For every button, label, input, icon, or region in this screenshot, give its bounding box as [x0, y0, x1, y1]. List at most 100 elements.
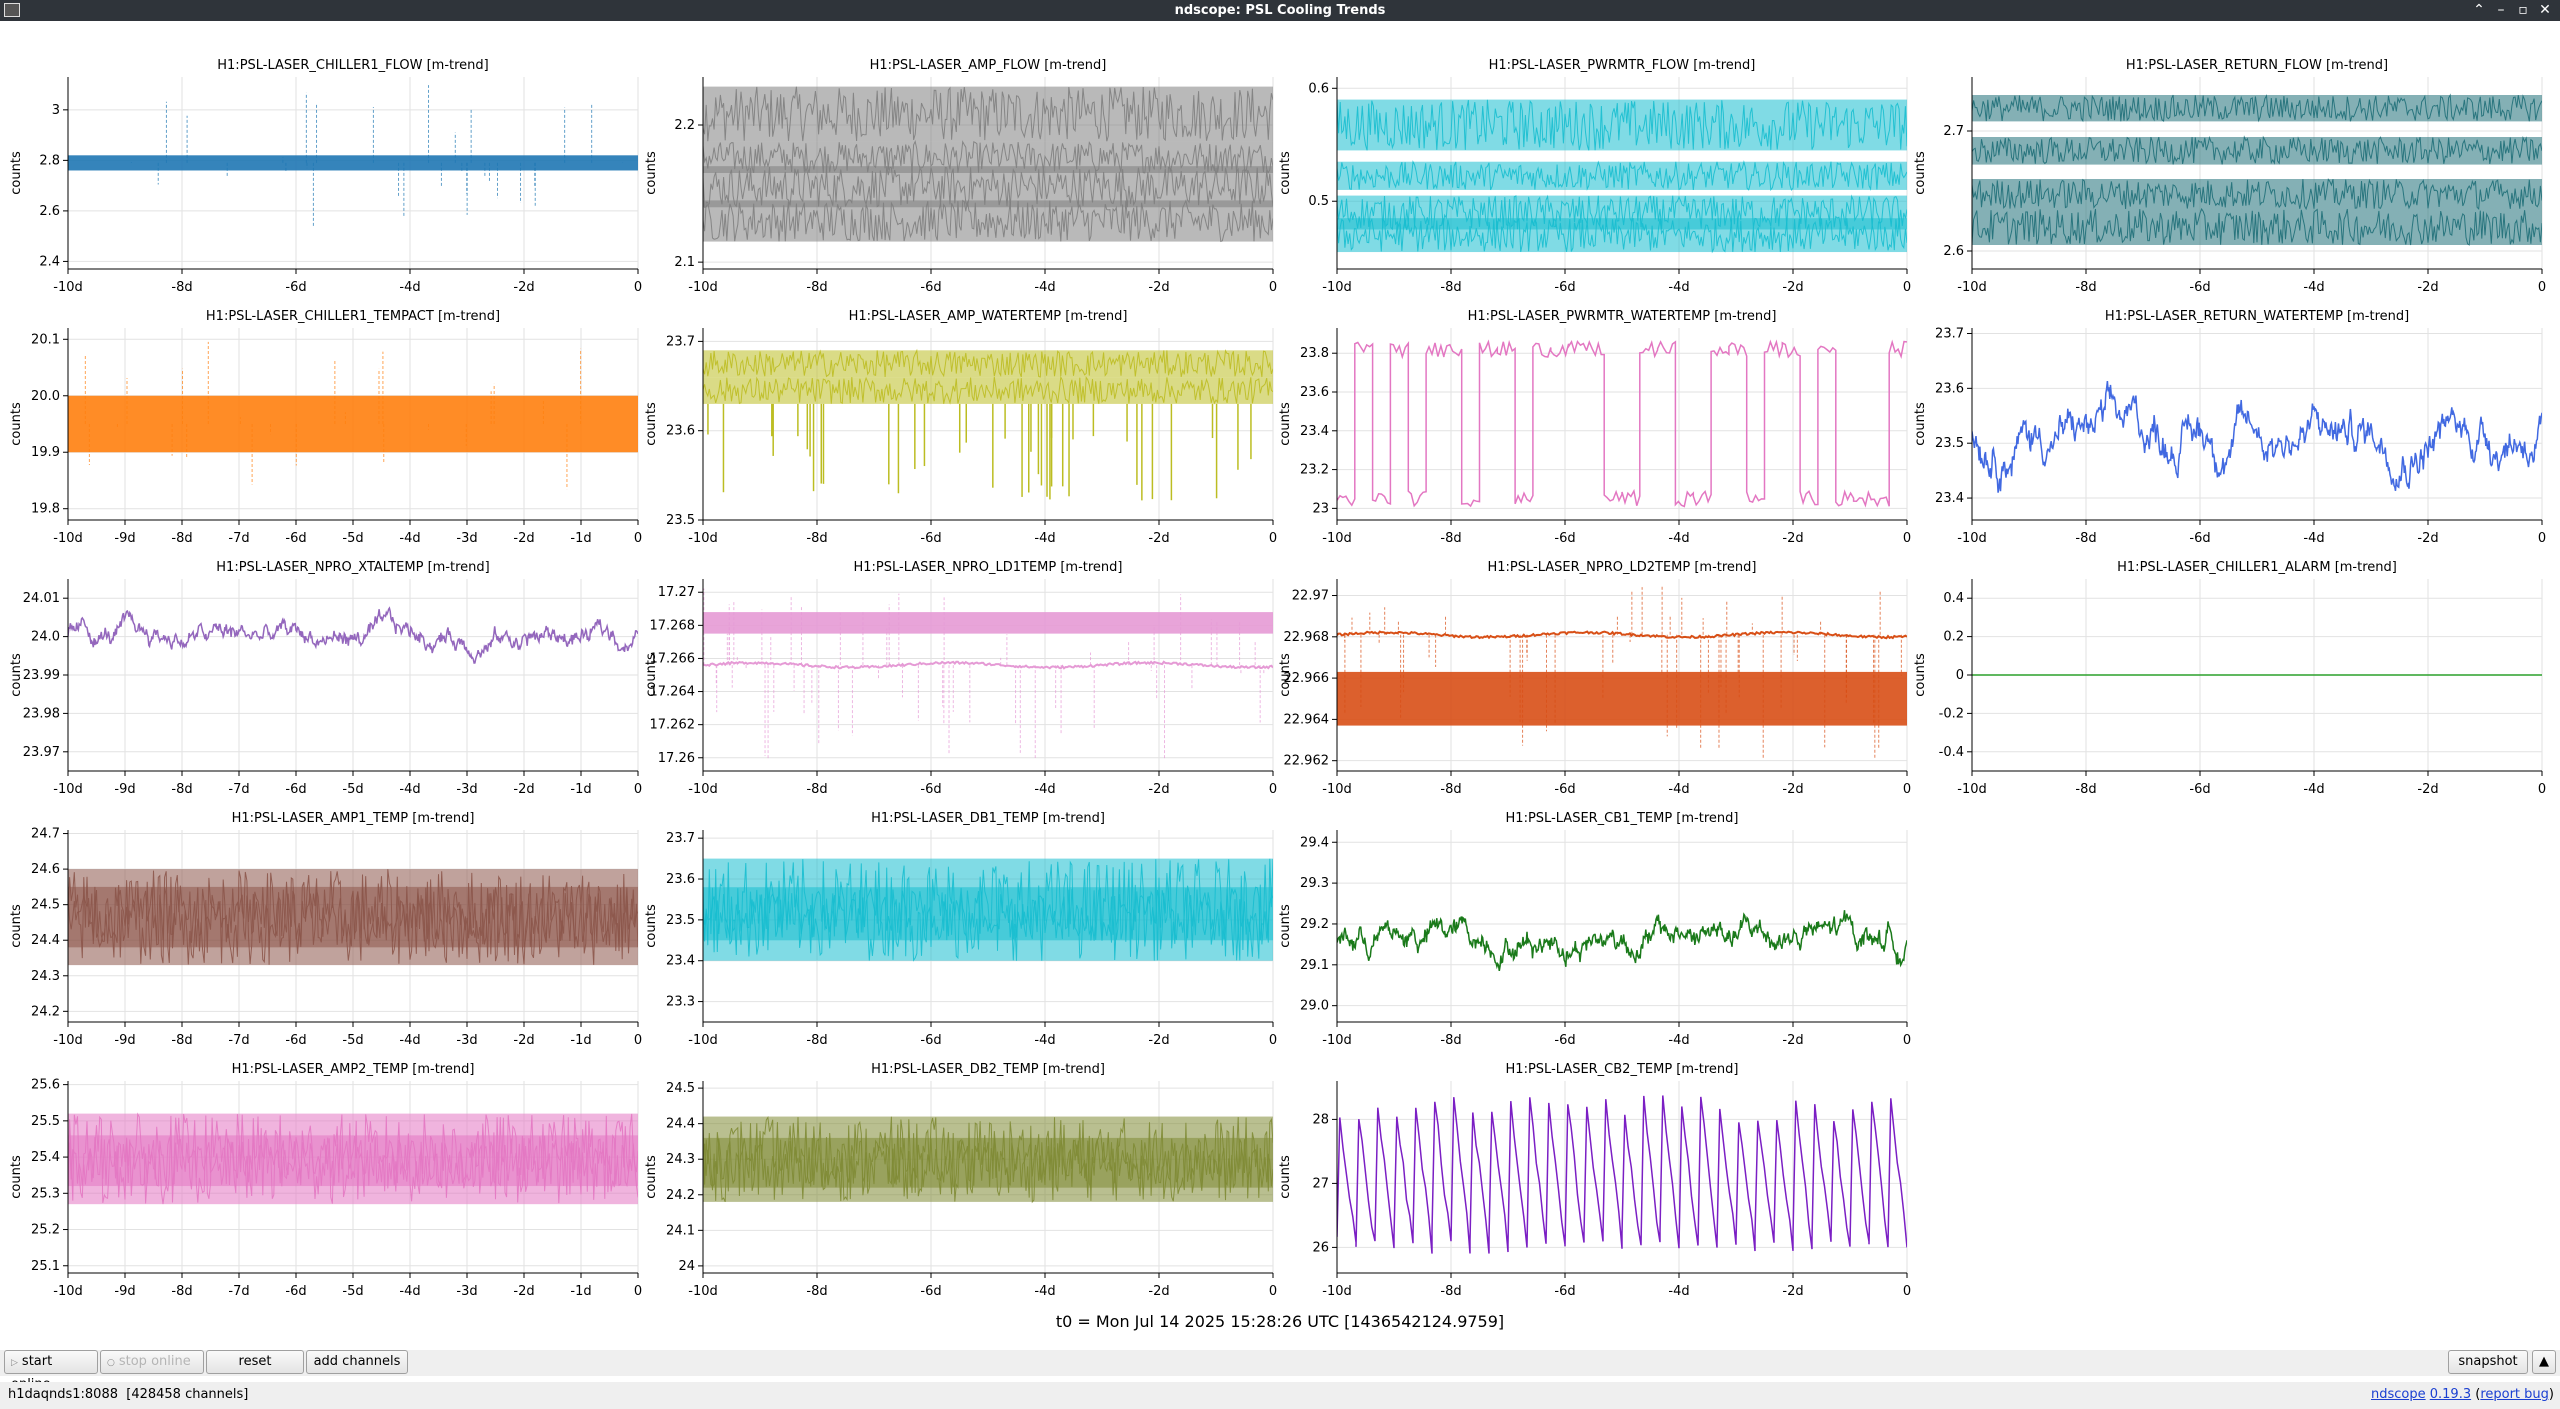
x-tick-label: 0: [1903, 782, 1911, 797]
close-icon[interactable]: ✕: [2539, 2, 2551, 18]
app-name-link[interactable]: ndscope: [2370, 1387, 2426, 1402]
x-tick-label: -7d: [228, 531, 249, 546]
x-tick-label: -2d: [513, 280, 534, 295]
plot-grid[interactable]: H1:PSL-LASER_CHILLER1_FLOW [m-trend] coun…: [0, 21, 2560, 1350]
y-tick-label: 24.0: [31, 630, 60, 645]
y-tick-label: 22.964: [1284, 712, 1330, 727]
y-tick-label: 0.4: [1943, 591, 1964, 606]
x-tick-label: -4d: [1668, 1284, 1689, 1299]
y-tick-label: 24.4: [31, 933, 60, 948]
y-tick-label: 24.2: [666, 1188, 695, 1203]
plot-panel: H1:PSL-LASER_NPRO_LD1TEMP [m-trend] count…: [644, 560, 1277, 797]
y-tick-label: 28: [1312, 1112, 1329, 1127]
report-bug-link[interactable]: report bug: [2480, 1387, 2549, 1402]
y-tick-label: 23.4: [1300, 424, 1329, 439]
x-tick-label: -3d: [456, 1033, 477, 1048]
y-tick-label: 23.4: [1935, 491, 1964, 506]
x-tick-label: -4d: [399, 782, 420, 797]
plot-panel: H1:PSL-LASER_AMP_WATERTEMP [m-trend] coun…: [644, 309, 1277, 546]
minimize-icon[interactable]: –: [2497, 2, 2505, 18]
plot-title: H1:PSL-LASER_DB1_TEMP [m-trend]: [871, 811, 1105, 826]
x-tick-label: -1d: [570, 1033, 591, 1048]
x-tick-label: -8d: [806, 1284, 827, 1299]
y-tick-label: 17.262: [650, 718, 696, 733]
y-axis-label: counts: [1278, 1155, 1293, 1199]
x-tick-label: -6d: [1554, 1033, 1575, 1048]
x-tick-label: -10d: [688, 782, 718, 797]
reset-button[interactable]: reset: [206, 1350, 304, 1374]
x-tick-label: -4d: [2303, 782, 2324, 797]
x-tick-label: 0: [634, 1033, 642, 1048]
trace-band: [68, 1135, 638, 1187]
nds-server: h1daqnds1:8088: [8, 1387, 118, 1402]
series-trace: [1337, 1095, 1907, 1254]
x-tick-label: -1d: [570, 782, 591, 797]
x-tick-label: -6d: [920, 280, 941, 295]
y-tick-label: 24.1: [666, 1223, 695, 1238]
x-tick-label: 0: [2538, 531, 2546, 546]
x-tick-label: -10d: [1957, 531, 1987, 546]
x-tick-label: -3d: [456, 782, 477, 797]
expand-triangle-icon[interactable]: ▲: [2532, 1350, 2556, 1374]
trace-line: [68, 606, 638, 664]
x-tick-label: -6d: [920, 531, 941, 546]
trace-line: [1337, 217, 1907, 254]
y-tick-label: 19.8: [31, 502, 60, 517]
version-link[interactable]: 0.19.3: [2429, 1387, 2472, 1402]
x-tick-label: -6d: [285, 531, 306, 546]
snapshot-button[interactable]: snapshot: [2448, 1350, 2528, 1374]
x-tick-label: -6d: [2189, 782, 2210, 797]
x-tick-label: -7d: [228, 1033, 249, 1048]
start-online-button[interactable]: ▷start online: [4, 1350, 98, 1392]
x-tick-label: -10d: [53, 280, 83, 295]
x-tick-label: -10d: [688, 1033, 718, 1048]
add-channels-button[interactable]: add channels: [306, 1350, 408, 1374]
x-tick-label: -8d: [171, 1284, 192, 1299]
x-tick-label: 0: [1269, 1033, 1277, 1048]
x-tick-label: -6d: [1554, 1284, 1575, 1299]
x-tick-label: -10d: [1322, 531, 1352, 546]
y-tick-label: 0.5: [1308, 194, 1329, 209]
x-tick-label: -4d: [1668, 531, 1689, 546]
y-tick-label: 2.8: [39, 153, 60, 168]
series-trace: [703, 86, 1273, 243]
y-tick-label: 23.7: [666, 334, 695, 349]
x-tick-label: 0: [1269, 280, 1277, 295]
trace-line: [1337, 160, 1907, 192]
x-tick-label: -2d: [513, 1033, 534, 1048]
trace-band: [1337, 671, 1907, 726]
window-title: ndscope: PSL Cooling Trends: [1174, 3, 1386, 18]
x-tick-label: -8d: [806, 280, 827, 295]
y-tick-label: 2.6: [39, 204, 60, 219]
t0-label: t0 = Mon Jul 14 2025 15:28:26 UTC [14365…: [1055, 1312, 1505, 1331]
y-tick-label: 23: [1312, 501, 1329, 516]
x-tick-label: -8d: [2075, 531, 2096, 546]
x-tick-label: -10d: [1322, 280, 1352, 295]
y-axis-label: counts: [9, 904, 24, 948]
trace-line: [1972, 178, 2542, 211]
plot-title: H1:PSL-LASER_CHILLER1_TEMPACT [m-trend]: [206, 309, 500, 324]
y-tick-label: 23.5: [1935, 436, 1964, 451]
series-trace: [68, 606, 638, 664]
y-tick-label: 25.3: [31, 1186, 60, 1201]
chevron-up-icon[interactable]: ⌃: [2473, 2, 2485, 18]
y-tick-label: 24.3: [666, 1152, 695, 1167]
x-tick-label: -2d: [513, 782, 534, 797]
x-tick-label: -8d: [171, 531, 192, 546]
y-tick-label: 0.6: [1308, 81, 1329, 96]
series-trace: [703, 1116, 1273, 1204]
x-tick-label: -9d: [114, 1033, 135, 1048]
plot-title: H1:PSL-LASER_RETURN_WATERTEMP [m-trend]: [2105, 309, 2409, 324]
plot-title: H1:PSL-LASER_DB2_TEMP [m-trend]: [871, 1062, 1105, 1077]
x-tick-label: -10d: [53, 1033, 83, 1048]
plot-panel: H1:PSL-LASER_NPRO_LD2TEMP [m-trend] count…: [1278, 560, 1911, 797]
x-tick-label: -6d: [2189, 531, 2210, 546]
x-tick-label: -2d: [1148, 1033, 1169, 1048]
x-tick-label: -1d: [570, 1284, 591, 1299]
maximize-icon[interactable]: ▫: [2518, 2, 2528, 18]
plot-title: H1:PSL-LASER_CB2_TEMP [m-trend]: [1506, 1062, 1739, 1077]
y-tick-label: 17.266: [650, 651, 696, 666]
y-axis-label: counts: [1278, 402, 1293, 446]
play-icon: ▷: [11, 1358, 18, 1368]
trace-line: [703, 1137, 1273, 1189]
